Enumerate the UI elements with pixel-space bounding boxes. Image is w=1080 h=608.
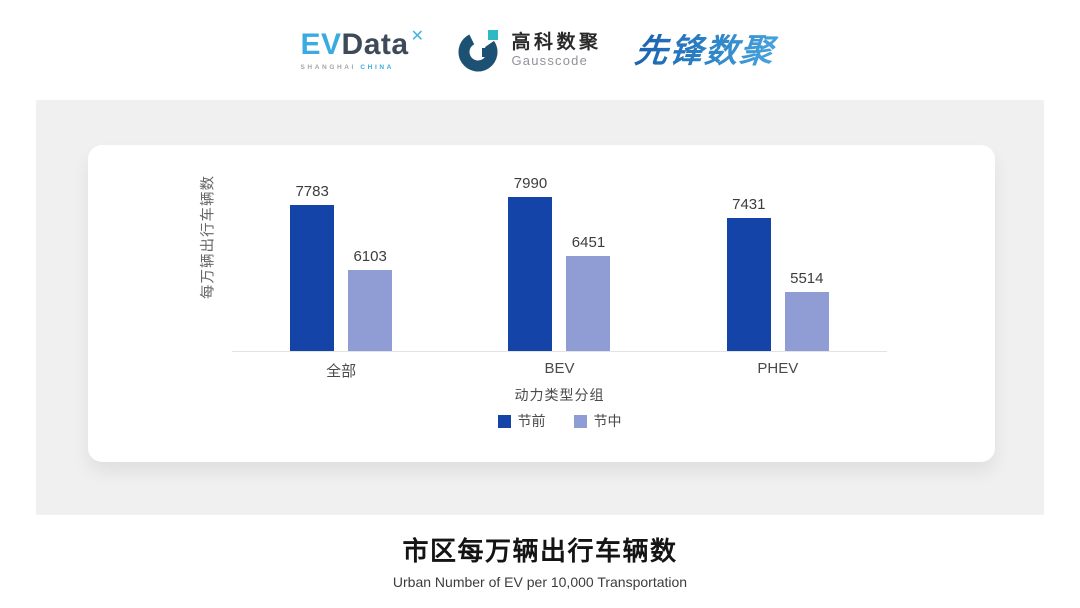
chart-title: 市区每万辆出行车辆数 <box>402 536 678 566</box>
gausscode-en-text: Gausscode <box>511 52 589 68</box>
evdata-data-text: Data <box>341 27 409 61</box>
bar-节前-全部 <box>290 204 335 351</box>
gausscode-g-icon <box>458 30 499 72</box>
bar-col-节中-全部: 6103 <box>348 247 393 351</box>
bar-group-全部: 7783 6103 全部 <box>232 145 450 380</box>
chart-card: 每万辆出行车辆数 7783 6103 全部 7990 6451 BEV 7431 5514 PH… <box>88 145 995 462</box>
bar-col-节前-全部: 7783 <box>290 182 335 351</box>
evdata-shanghai-text: SHANGHAI <box>300 63 356 71</box>
bar-col-节前-BEV: 7990 <box>508 174 553 351</box>
bar-节前-PHEV <box>726 218 771 351</box>
bar-节前-BEV <box>508 196 553 351</box>
category-label-PHEV: PHEV <box>757 360 799 377</box>
bar-节中-全部 <box>348 269 393 351</box>
evdata-subtext: SHANGHAI CHINA <box>301 64 425 71</box>
bar-value-label: 7783 <box>295 182 329 200</box>
bar-row-BEV: 7990 6451 <box>450 145 668 351</box>
legend-swatch-icon <box>497 414 511 428</box>
legend-label: 节中 <box>593 413 622 429</box>
legend: 节前 节中 <box>232 411 887 431</box>
bar-col-节前-PHEV: 7431 <box>726 196 771 351</box>
chart-subtitle: Urban Number of EV per 10,000 Transporta… <box>392 574 688 590</box>
evdata-china-text: CHINA <box>360 63 394 71</box>
bar-value-label: 5514 <box>790 270 824 288</box>
bar-col-节中-BEV: 6451 <box>566 234 611 351</box>
legend-swatch-icon <box>573 414 587 428</box>
bar-value-label: 6451 <box>571 234 606 252</box>
evdata-logo: EVData ✕ SHANGHAI CHINA <box>300 27 425 71</box>
bar-row-PHEV: 7431 5514 <box>669 145 887 351</box>
bar-col-节中-PHEV: 5514 <box>784 270 829 351</box>
bar-group-BEV: 7990 6451 BEV <box>450 145 668 377</box>
chart-panel: 每万辆出行车辆数 7783 6103 全部 7990 6451 BEV 7431 5514 PH… <box>36 100 1044 515</box>
evdata-ev-text: EV <box>300 27 342 61</box>
plot-area: 7783 6103 全部 7990 6451 BEV 7431 5514 PHEV <box>232 145 887 380</box>
evdata-x-icon: ✕ <box>410 27 425 45</box>
gausscode-cn-text: 高科数聚 <box>511 31 602 53</box>
legend-item-节中: 节中 <box>573 411 622 431</box>
bar-节中-BEV <box>566 256 611 351</box>
bar-row-全部: 7783 6103 <box>232 145 450 351</box>
bar-group-PHEV: 7431 5514 PHEV <box>669 145 887 377</box>
logo-bar: EVData ✕ SHANGHAI CHINA 高科数聚 Gausscode 先锋… <box>0 0 1080 100</box>
evdata-wordmark: EVData ✕ <box>300 27 425 61</box>
category-label-BEV: BEV <box>544 360 575 377</box>
bar-value-label: 7990 <box>513 174 548 192</box>
category-label-全部: 全部 <box>326 363 357 380</box>
gausscode-text: 高科数聚 Gausscode <box>511 32 601 68</box>
legend-label: 节前 <box>517 413 546 429</box>
footer: 市区每万辆出行车辆数 Urban Number of EV per 10,000… <box>0 515 1080 590</box>
legend-item-节前: 节前 <box>497 411 546 431</box>
pioneer-logo: 先锋数聚 <box>634 32 781 69</box>
bar-value-label: 6103 <box>353 247 387 265</box>
y-axis-label: 每万辆出行车辆数 <box>200 175 217 299</box>
bar-value-label: 7431 <box>732 196 766 214</box>
gausscode-logo: 高科数聚 Gausscode <box>458 27 601 73</box>
x-axis-title: 动力类型分组 <box>514 387 605 403</box>
bar-节中-PHEV <box>784 292 829 351</box>
